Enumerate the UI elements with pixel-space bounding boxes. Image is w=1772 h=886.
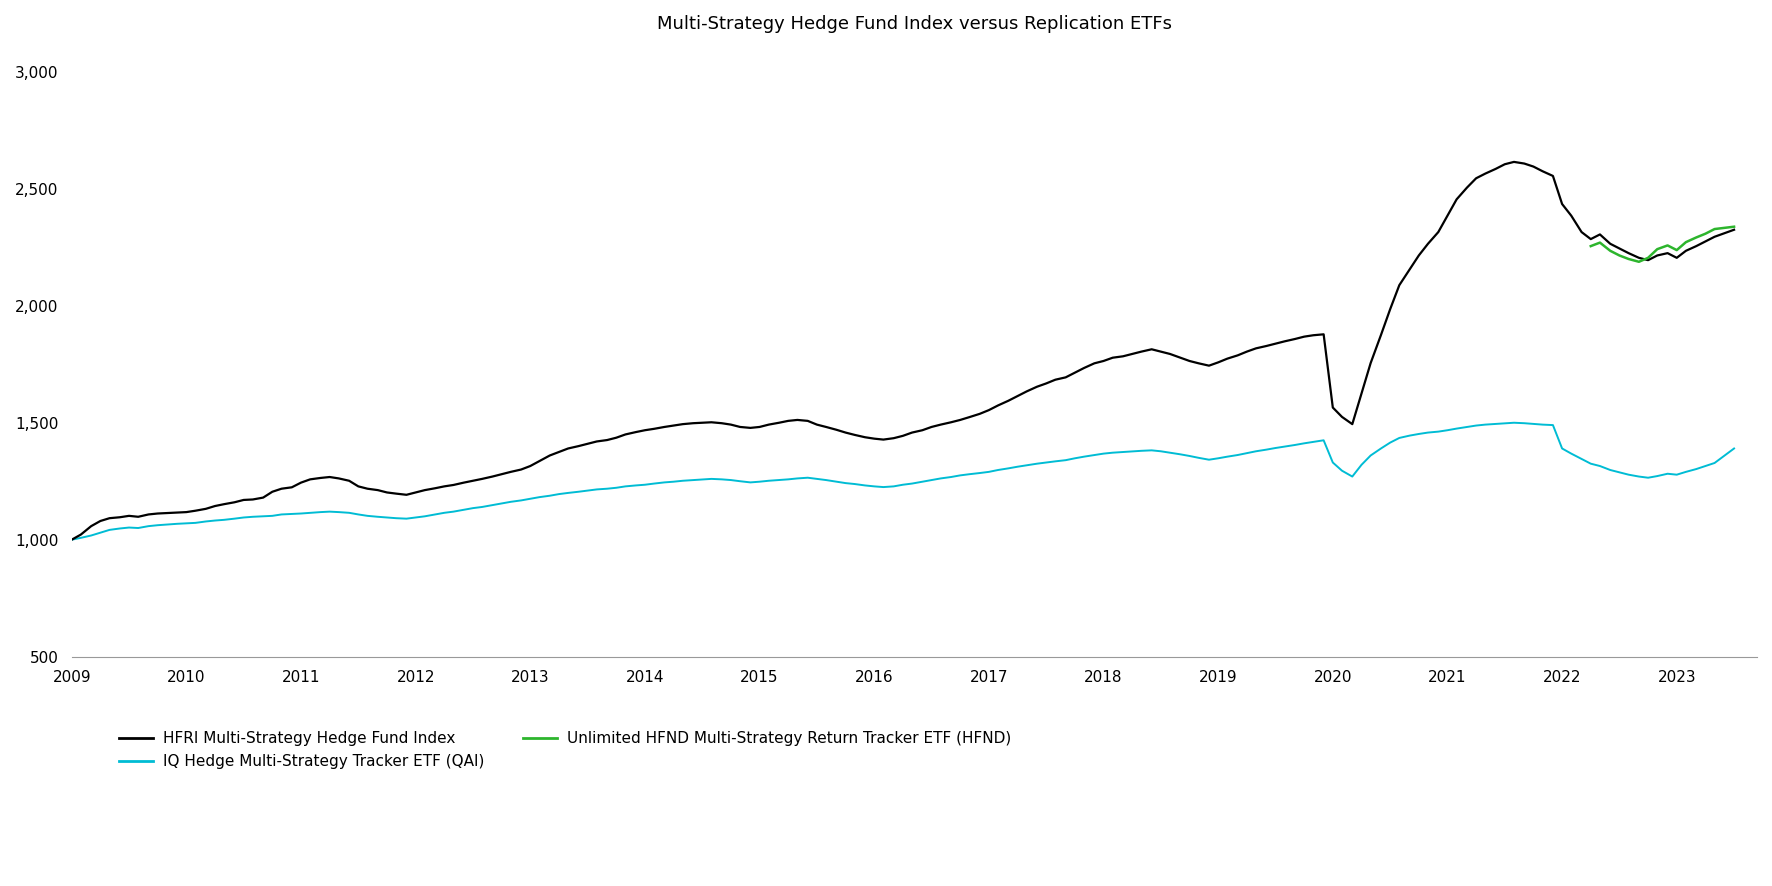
Legend: HFRI Multi-Strategy Hedge Fund Index, IQ Hedge Multi-Strategy Tracker ETF (QAI),: HFRI Multi-Strategy Hedge Fund Index, IQ…	[113, 725, 1017, 775]
HFRI Multi-Strategy Hedge Fund Index	[128, 511, 149, 522]
Unlimited HFND Multi-Strategy Return Tracker ETF (HFND)	[1675, 237, 1696, 247]
Unlimited HFND Multi-Strategy Return Tracker ETF (HFND)	[1637, 253, 1659, 263]
IQ Hedge Multi-Strategy Tracker ETF (QAI)	[80, 530, 101, 540]
IQ Hedge Multi-Strategy Tracker ETF (QAI)	[234, 512, 255, 523]
IQ Hedge Multi-Strategy Tracker ETF (QAI)	[1150, 446, 1171, 456]
Unlimited HFND Multi-Strategy Return Tracker ETF (HFND)	[1628, 256, 1650, 267]
IQ Hedge Multi-Strategy Tracker ETF (QAI)	[1285, 439, 1306, 450]
HFRI Multi-Strategy Hedge Fund Index	[60, 534, 82, 545]
IQ Hedge Multi-Strategy Tracker ETF (QAI)	[950, 470, 971, 481]
HFRI Multi-Strategy Hedge Fund Index	[1285, 334, 1306, 345]
Unlimited HFND Multi-Strategy Return Tracker ETF (HFND)	[1724, 222, 1745, 232]
Unlimited HFND Multi-Strategy Return Tracker ETF (HFND)	[1657, 240, 1678, 251]
HFRI Multi-Strategy Hedge Fund Index	[1503, 157, 1524, 167]
Line: IQ Hedge Multi-Strategy Tracker ETF (QAI): IQ Hedge Multi-Strategy Tracker ETF (QAI…	[71, 423, 1735, 540]
Title: Multi-Strategy Hedge Fund Index versus Replication ETFs: Multi-Strategy Hedge Fund Index versus R…	[657, 15, 1171, 33]
IQ Hedge Multi-Strategy Tracker ETF (QAI)	[1503, 417, 1524, 428]
IQ Hedge Multi-Strategy Tracker ETF (QAI)	[1724, 443, 1745, 454]
Unlimited HFND Multi-Strategy Return Tracker ETF (HFND)	[1705, 224, 1726, 235]
HFRI Multi-Strategy Hedge Fund Index	[1150, 346, 1171, 357]
Unlimited HFND Multi-Strategy Return Tracker ETF (HFND)	[1646, 244, 1667, 254]
HFRI Multi-Strategy Hedge Fund Index	[950, 415, 971, 425]
Unlimited HFND Multi-Strategy Return Tracker ETF (HFND)	[1694, 229, 1715, 239]
HFRI Multi-Strategy Hedge Fund Index	[234, 494, 255, 505]
Unlimited HFND Multi-Strategy Return Tracker ETF (HFND)	[1600, 245, 1621, 256]
Unlimited HFND Multi-Strategy Return Tracker ETF (HFND)	[1589, 237, 1611, 248]
Unlimited HFND Multi-Strategy Return Tracker ETF (HFND)	[1685, 232, 1706, 243]
HFRI Multi-Strategy Hedge Fund Index	[80, 521, 101, 532]
Unlimited HFND Multi-Strategy Return Tracker ETF (HFND)	[1618, 253, 1639, 264]
Unlimited HFND Multi-Strategy Return Tracker ETF (HFND)	[1609, 250, 1630, 260]
Line: Unlimited HFND Multi-Strategy Return Tracker ETF (HFND): Unlimited HFND Multi-Strategy Return Tra…	[1591, 227, 1735, 261]
Unlimited HFND Multi-Strategy Return Tracker ETF (HFND)	[1666, 245, 1687, 255]
IQ Hedge Multi-Strategy Tracker ETF (QAI)	[128, 523, 149, 533]
Unlimited HFND Multi-Strategy Return Tracker ETF (HFND)	[1581, 241, 1602, 252]
HFRI Multi-Strategy Hedge Fund Index	[1724, 224, 1745, 235]
Line: HFRI Multi-Strategy Hedge Fund Index: HFRI Multi-Strategy Hedge Fund Index	[71, 162, 1735, 540]
IQ Hedge Multi-Strategy Tracker ETF (QAI)	[60, 534, 82, 545]
